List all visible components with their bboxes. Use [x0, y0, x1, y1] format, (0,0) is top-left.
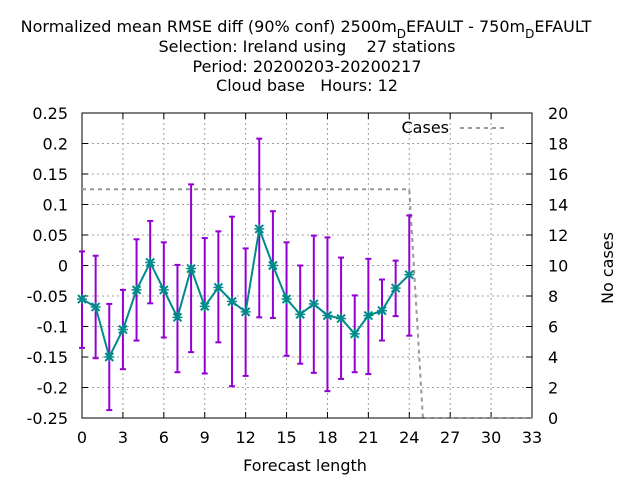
- data-point: [308, 298, 319, 309]
- x-tick-label: 24: [399, 428, 419, 447]
- data-point: [240, 306, 251, 317]
- data-point: [349, 328, 360, 339]
- data-point: [281, 294, 292, 305]
- y-tick-label: -0.05: [27, 287, 68, 306]
- x-tick-label: 18: [317, 428, 337, 447]
- y2-tick-label: 16: [548, 165, 568, 184]
- title-subscript-1: D: [397, 27, 406, 41]
- x-tick-label: 21: [358, 428, 378, 447]
- data-point: [404, 269, 415, 280]
- x-tick-label: 33: [522, 428, 542, 447]
- y-tick-label: 0: [58, 257, 68, 276]
- y-tick-label: 0.05: [32, 226, 68, 245]
- x-tick-label: 9: [200, 428, 210, 447]
- data-point: [145, 257, 156, 268]
- y-tick-label: -0.2: [37, 379, 68, 398]
- data-point: [213, 282, 224, 293]
- y-tick-label: -0.25: [27, 409, 68, 428]
- data-point: [117, 324, 128, 335]
- data-point: [199, 301, 210, 312]
- data-point: [363, 310, 374, 321]
- error-bars: [79, 137, 413, 412]
- y-tick-label: 0.1: [43, 196, 68, 215]
- y2-tick-label: 10: [548, 257, 568, 276]
- x-tick-label: 6: [159, 428, 169, 447]
- y2-axis-label: No cases: [598, 232, 617, 304]
- y2-tick-label: 8: [548, 287, 558, 306]
- data-point: [131, 284, 142, 295]
- y2-tick-label: 6: [548, 318, 558, 337]
- title-line-4: Cloud base Hours: 12: [216, 76, 398, 95]
- cases-line: [82, 188, 532, 419]
- rmse-diff-series: [77, 223, 415, 362]
- data-point: [186, 263, 197, 274]
- grid: [82, 113, 532, 418]
- y-tick-label: -0.15: [27, 348, 68, 367]
- legend-label-cases: Cases: [402, 118, 450, 137]
- title-subscript-2: D: [525, 27, 534, 41]
- y-tick-label: 0.25: [32, 104, 68, 123]
- x-tick-label: 15: [276, 428, 296, 447]
- data-point: [390, 283, 401, 294]
- x-tick-label: 27: [440, 428, 460, 447]
- data-point: [172, 312, 183, 323]
- x-tick-label: 3: [118, 428, 128, 447]
- y2-tick-label: 12: [548, 226, 568, 245]
- chart-title: Normalized mean RMSE diff (90% conf) 250…: [21, 17, 592, 95]
- data-point: [254, 223, 265, 234]
- title-line-3: Period: 20200203-20200217: [192, 57, 421, 76]
- title-line-1: Normalized mean RMSE diff (90% conf) 250…: [21, 17, 592, 41]
- x-tick-label: 12: [235, 428, 255, 447]
- data-point: [158, 284, 169, 295]
- y2-tick-label: 2: [548, 379, 558, 398]
- data-point: [104, 352, 115, 362]
- data-point: [77, 294, 87, 305]
- y-tick-label: 0.2: [43, 135, 68, 154]
- data-point: [336, 313, 347, 324]
- y2-tick-label: 20: [548, 104, 568, 123]
- cases-series: [82, 188, 532, 419]
- data-point: [90, 301, 101, 312]
- data-point: [295, 309, 306, 320]
- data-point: [322, 310, 333, 321]
- y-tick-label: 0.15: [32, 165, 68, 184]
- y2-tick-label: 18: [548, 135, 568, 154]
- y2-tick-label: 0: [548, 409, 558, 428]
- legend: Cases: [402, 118, 506, 137]
- y-tick-label: -0.1: [37, 318, 68, 337]
- data-point: [267, 260, 278, 271]
- y2-tick-label: 4: [548, 348, 558, 367]
- ticks: 0 3 6 9 12 15 18 21 24 27 30 330.250.20.150.10.050-…: [27, 104, 569, 447]
- title-line-2: Selection: Ireland using 27 stations: [158, 37, 455, 56]
- x-tick-label: 30: [481, 428, 501, 447]
- data-point: [377, 305, 387, 316]
- x-axis-label: Forecast length: [243, 456, 367, 475]
- data-point: [227, 296, 237, 307]
- y2-tick-label: 14: [548, 196, 568, 215]
- x-tick-label: 0: [77, 428, 87, 447]
